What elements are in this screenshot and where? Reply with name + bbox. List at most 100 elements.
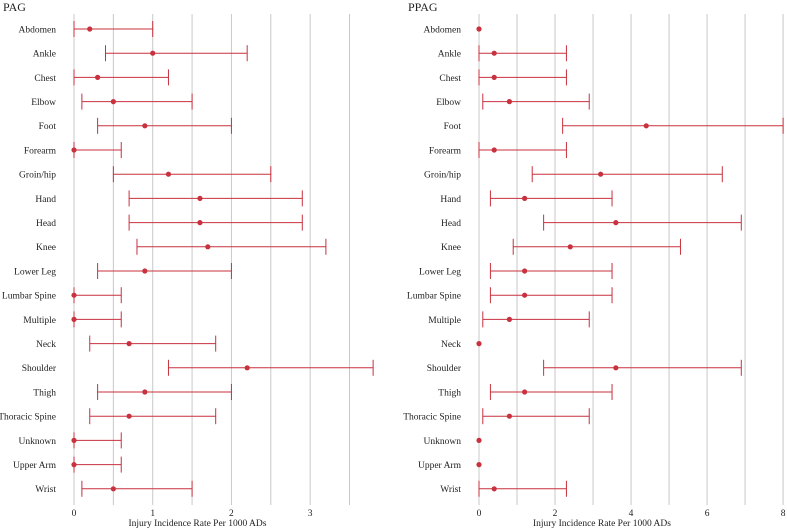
pag-row-foot: Foot xyxy=(39,117,232,134)
pag-row-shoulder: Shoulder xyxy=(22,359,374,376)
ppag-x-tick-label: 8 xyxy=(781,509,786,519)
ppag-category-label: Thoracic Spine xyxy=(403,413,461,423)
ppag-category-label: Multiple xyxy=(428,316,461,326)
pag-category-label: Upper Arm xyxy=(13,461,57,471)
ppag-x-tick-label: 2 xyxy=(553,509,558,519)
ppag-row-multiple: Multiple xyxy=(428,311,590,328)
pag-point xyxy=(71,437,77,443)
pag-category-label: Multiple xyxy=(23,316,56,326)
pag-category-label: Thoracic Spine xyxy=(0,413,56,423)
pag-row-abdomen: Abdomen xyxy=(19,21,154,37)
pag-point xyxy=(95,74,101,80)
pag-category-label: Unknown xyxy=(19,437,57,447)
ppag-row-shoulder: Shoulder xyxy=(427,359,742,376)
pag-point xyxy=(71,292,77,298)
ppag-row-lumbar-spine: Lumbar Spine xyxy=(407,287,613,304)
pag-point xyxy=(142,389,148,395)
ppag-category-label: Knee xyxy=(441,243,461,253)
ppag-x-axis-label: Injury Incidence Rate Per 1000 ADs xyxy=(533,519,671,528)
ppag-row-forearm: Forearm xyxy=(429,142,567,158)
pag-category-label: Elbow xyxy=(31,98,56,108)
pag-row-groin-hip: Groin/hip xyxy=(19,166,272,183)
pag-row-ankle: Ankle xyxy=(33,45,248,62)
pag-category-label: Forearm xyxy=(24,146,57,156)
pag-point xyxy=(165,171,172,177)
pag-point xyxy=(71,316,77,322)
pag-category-label: Hand xyxy=(35,195,56,205)
pag-x-tick-label: 0 xyxy=(72,509,77,519)
ppag-category-label: Foot xyxy=(444,122,462,132)
ppag-point xyxy=(476,26,482,32)
ppag-point xyxy=(491,486,497,492)
pag-row-upper-arm: Upper Arm xyxy=(13,456,122,473)
pag-point xyxy=(142,268,148,274)
ppag-category-label: Chest xyxy=(439,74,461,84)
pag-category-label: Wrist xyxy=(35,485,56,495)
pag-category-label: Abdomen xyxy=(19,25,57,35)
ppag-row-knee: Knee xyxy=(441,238,681,255)
pag-point xyxy=(126,341,132,347)
pag-category-label: Thigh xyxy=(33,388,56,398)
pag-category-label: Lumbar Spine xyxy=(2,292,56,302)
pag-category-label: Chest xyxy=(34,74,56,84)
pag-point xyxy=(150,50,156,56)
ppag-point xyxy=(613,365,619,371)
ppag-row-groin-hip: Groin/hip xyxy=(424,166,723,183)
pag-category-label: Head xyxy=(36,219,56,229)
pag-category-label: Lower Leg xyxy=(14,267,56,277)
ppag-point xyxy=(522,195,528,201)
pag-row-forearm: Forearm xyxy=(24,142,122,158)
ppag-row-unknown: Unknown xyxy=(424,437,482,447)
pag-row-thigh: Thigh xyxy=(33,384,232,400)
ppag-category-label: Elbow xyxy=(436,98,461,108)
pag-row-hand: Hand xyxy=(35,190,303,207)
ppag-point xyxy=(491,50,497,56)
ppag-panel: PPAG 0 2 4 6 8 Injury Incidence Rate Per 1000 … xyxy=(403,0,786,528)
pag-row-lumbar-spine: Lumbar Spine xyxy=(2,287,122,304)
ppag-row-head: Head xyxy=(441,214,742,231)
pag-row-thoracic-spine: Thoracic Spine xyxy=(0,408,217,425)
pag-category-label: Groin/hip xyxy=(19,171,56,181)
ppag-category-label: Lumbar Spine xyxy=(407,292,461,302)
ppag-category-label: Unknown xyxy=(424,437,462,447)
pag-point xyxy=(71,147,77,153)
pag-x-tick-label: 1 xyxy=(150,509,155,519)
pag-x-tick-label: 3 xyxy=(308,509,313,519)
ppag-row-foot: Foot xyxy=(444,117,784,134)
pag-x-axis-label: Injury Incidence Rate Per 1000 ADs xyxy=(129,519,267,528)
pag-point xyxy=(142,123,148,129)
ppag-category-label: Upper Arm xyxy=(418,461,462,471)
ppag-point xyxy=(476,462,482,468)
ppag-point xyxy=(491,147,497,153)
ppag-point xyxy=(506,316,513,322)
ppag-category-label: Shoulder xyxy=(427,364,462,374)
pag-point xyxy=(71,462,77,468)
pag-category-label: Ankle xyxy=(33,50,56,60)
pag-point xyxy=(87,26,93,32)
ppag-category-label: Neck xyxy=(441,340,461,350)
ppag-row-upper-arm: Upper Arm xyxy=(418,461,482,471)
pag-panel: PAG 0 1 2 3 Injury Incidence Rate Per 1000 AD… xyxy=(0,0,374,528)
ppag-row-lower-leg: Lower Leg xyxy=(419,263,613,279)
pag-x-tick-label: 2 xyxy=(229,509,234,519)
ppag-point xyxy=(506,413,513,419)
ppag-x-tick-label: 6 xyxy=(705,509,710,519)
pag-row-lower-leg: Lower Leg xyxy=(14,263,232,279)
pag-category-label: Neck xyxy=(36,340,56,350)
ppag-category-label: Thigh xyxy=(438,388,461,398)
pag-point xyxy=(197,220,203,226)
ppag-category-label: Head xyxy=(441,219,461,229)
ppag-point xyxy=(567,244,573,250)
ppag-category-label: Abdomen xyxy=(424,25,462,35)
ppag-point xyxy=(613,220,619,226)
pag-category-label: Foot xyxy=(39,122,57,132)
ppag-point xyxy=(491,74,497,80)
pag-category-label: Shoulder xyxy=(22,364,57,374)
ppag-category-label: Forearm xyxy=(429,146,462,156)
pag-point xyxy=(205,244,211,250)
pag-row-neck: Neck xyxy=(36,335,217,352)
pag-row-wrist: Wrist xyxy=(35,480,193,497)
pag-row-chest: Chest xyxy=(34,69,169,86)
ppag-category-label: Groin/hip xyxy=(424,171,461,181)
